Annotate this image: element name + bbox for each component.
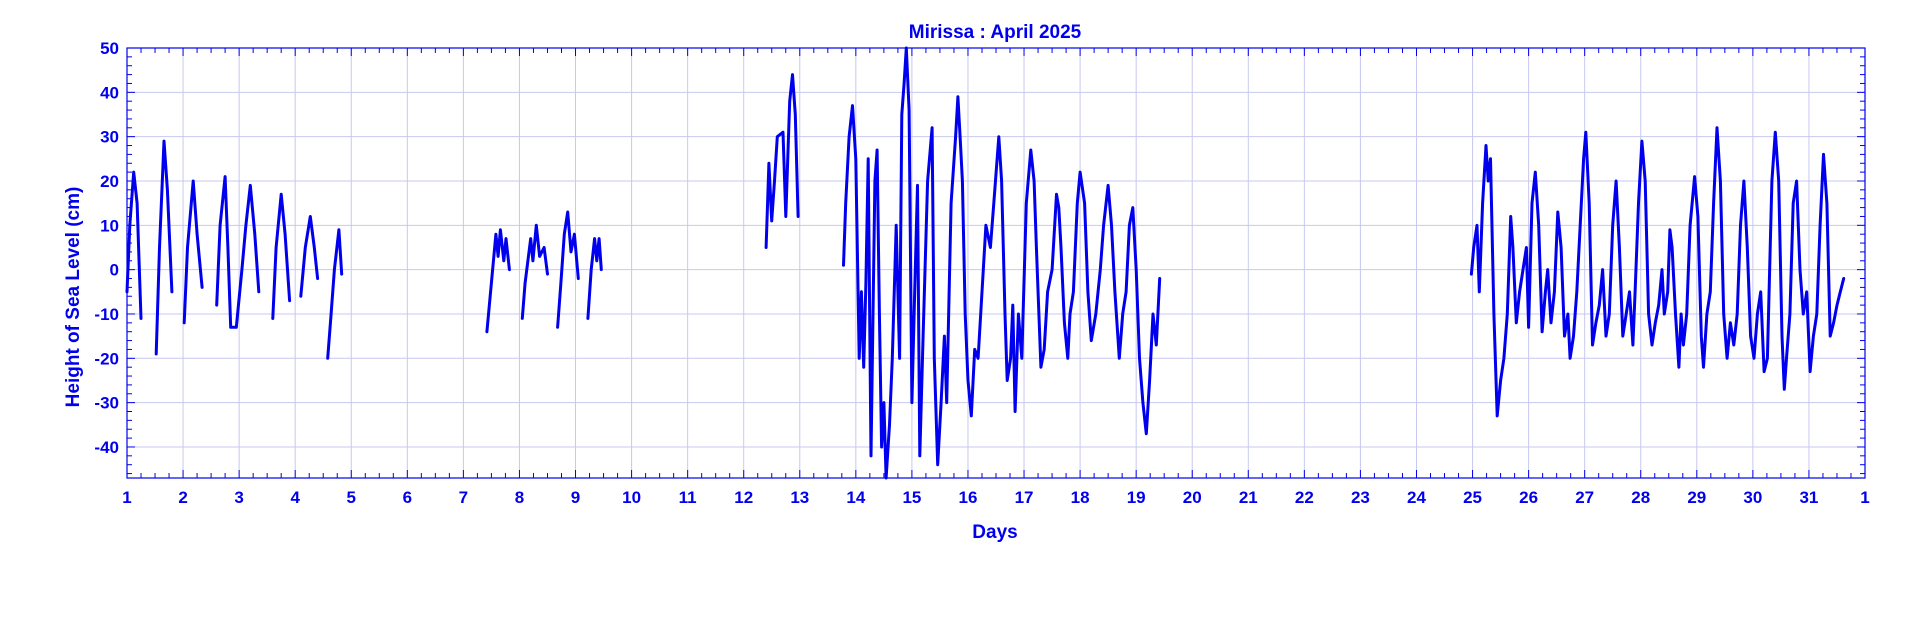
x-tick-label: 14 [846, 488, 865, 507]
x-tick-label: 31 [1799, 488, 1818, 507]
sea-level-series-segment [182, 179, 204, 325]
x-tick-label: 21 [1239, 488, 1258, 507]
x-tick-label: 1 [122, 488, 131, 507]
sea-level-series-segment [520, 223, 549, 320]
chart-title: Mirissa : April 2025 [909, 22, 1082, 43]
plot-frame [126, 47, 1866, 479]
x-tick-label: 23 [1351, 488, 1370, 507]
x-tick-label: 24 [1407, 488, 1426, 507]
x-tick-label: 2 [178, 488, 187, 507]
y-axis-label: Height of Sea Level (cm) [63, 187, 84, 408]
y-tick-labels: -40 -30 -20 -10 0 10 20 30 40 50 [94, 39, 119, 457]
x-tick-label: 10 [622, 488, 641, 507]
y-tick-label: 20 [100, 172, 119, 191]
x-tick-label: 29 [1687, 488, 1706, 507]
x-tick-label: 19 [1127, 488, 1146, 507]
y-tick-label: 30 [100, 128, 119, 147]
x-tick-label: 4 [290, 488, 300, 507]
series-layer [125, 46, 1846, 480]
x-tick-label: 15 [902, 488, 921, 507]
sea-level-series-segment [125, 170, 143, 320]
sea-level-series-segment [764, 73, 800, 249]
y-tick-label: 10 [100, 216, 119, 235]
x-tick-label: 16 [959, 488, 978, 507]
minor-ticks [126, 47, 1866, 478]
x-tick-label: 30 [1743, 488, 1762, 507]
sea-level-series-segment [215, 175, 261, 329]
x-tick-label: 17 [1015, 488, 1034, 507]
x-tick-label: 18 [1071, 488, 1090, 507]
x-tick-label: 12 [734, 488, 753, 507]
y-tick-label: 50 [100, 39, 119, 58]
sea-level-series-segment [1469, 126, 1846, 418]
x-tick-label: 26 [1519, 488, 1538, 507]
x-tick-label: 5 [347, 488, 356, 507]
y-tick-label: -10 [94, 305, 119, 324]
y-tick-label: 40 [100, 83, 119, 102]
x-tick-label: 7 [459, 488, 468, 507]
sea-level-series-segment [271, 192, 292, 320]
sea-level-series-segment [556, 210, 580, 329]
y-tick-label: 0 [110, 261, 119, 280]
x-tick-label: 22 [1295, 488, 1314, 507]
x-tick-label: 13 [790, 488, 809, 507]
x-tick-label: 27 [1575, 488, 1594, 507]
sea-level-series-segment [586, 237, 603, 320]
x-tick-label: 11 [679, 488, 697, 507]
x-axis-label: Days [972, 522, 1017, 543]
x-tick-label: 6 [403, 488, 412, 507]
x-tick-labels: 1 2 3 4 5 6 7 8 9 10 11 12 13 14 15 16 17 18 19 20 21 22 23 24 2… [122, 488, 1869, 507]
x-tick-label: 9 [571, 488, 580, 507]
x-tick-label: 25 [1463, 488, 1482, 507]
sea-level-series-segment [154, 139, 174, 356]
x-tick-label: 28 [1631, 488, 1650, 507]
x-tick-label: 8 [515, 488, 524, 507]
sea-level-series-segment [842, 46, 1162, 480]
sea-level-series-segment [299, 215, 320, 298]
sea-level-series-segment [326, 228, 344, 360]
x-tick-label: 1 [1860, 488, 1869, 507]
x-tick-label: 20 [1183, 488, 1202, 507]
y-tick-label: -40 [94, 438, 119, 457]
sea-level-series-segment [485, 228, 511, 334]
y-tick-label: -30 [94, 394, 119, 413]
y-tick-label: -20 [94, 349, 119, 368]
x-tick-label: 3 [234, 488, 243, 507]
grid [126, 47, 1866, 478]
